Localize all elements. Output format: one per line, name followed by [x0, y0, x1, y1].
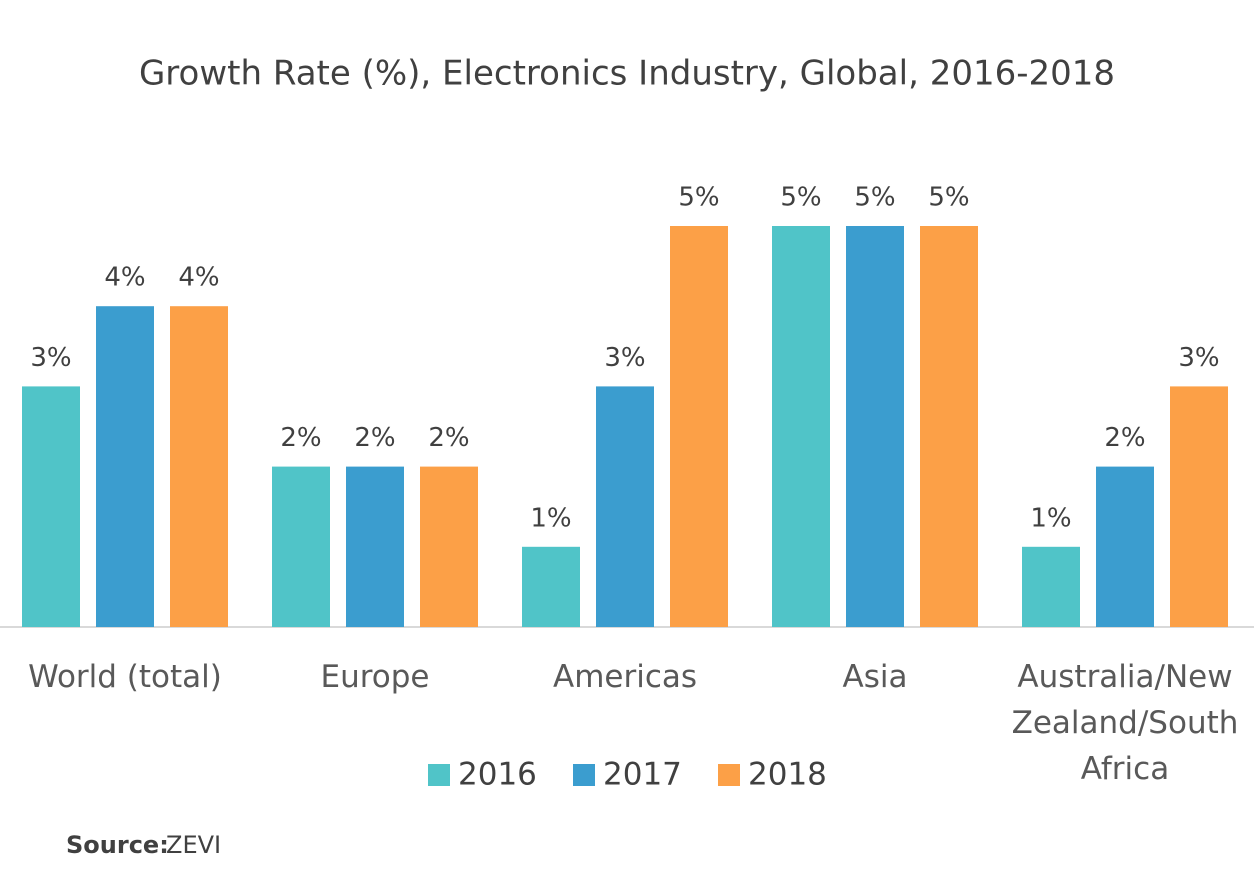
value-label: 5% — [854, 183, 895, 213]
bar — [1096, 466, 1154, 627]
bar — [846, 226, 904, 627]
bar — [670, 226, 728, 627]
value-label: 2% — [354, 423, 395, 453]
legend-swatch — [718, 764, 740, 786]
x-tick-label: Europe — [320, 659, 430, 695]
value-label: 5% — [928, 183, 969, 213]
source: ZEVI — [166, 831, 221, 859]
value-label: 4% — [178, 263, 219, 293]
x-tick-label: Australia/New Zealand/South Africa — [1011, 659, 1239, 787]
value-label: 3% — [1178, 343, 1219, 373]
bar — [772, 226, 830, 627]
x-tick-label: World (total) — [28, 659, 222, 695]
x-tick-label: Americas — [552, 659, 698, 695]
value-label: 5% — [780, 183, 821, 213]
value-label: 3% — [30, 343, 71, 373]
value-label: 1% — [530, 503, 571, 533]
bar — [22, 386, 80, 627]
legend-label: 2017 — [603, 757, 682, 793]
legend-swatch — [573, 764, 595, 786]
bar — [1022, 546, 1080, 627]
bar — [272, 466, 330, 627]
value-label: 2% — [280, 423, 321, 453]
legend-swatch — [428, 764, 450, 786]
x-tick-label: Asia — [842, 659, 908, 695]
legend-label: 2018 — [748, 757, 827, 793]
bar — [522, 546, 580, 627]
bar — [596, 386, 654, 627]
bar — [420, 466, 478, 627]
value-label: 5% — [678, 183, 719, 213]
value-label: 2% — [428, 423, 469, 453]
bar — [1170, 386, 1228, 627]
value-label: 3% — [604, 343, 645, 373]
legend-label: 2016 — [458, 757, 537, 793]
value-label: 2% — [1104, 423, 1145, 453]
bar — [170, 306, 228, 627]
source-label: Source: — [66, 831, 169, 859]
value-label: 4% — [104, 263, 145, 293]
bar — [96, 306, 154, 627]
chart-title: Growth Rate (%), Electronics Industry, G… — [139, 54, 1115, 94]
value-label: 1% — [1030, 503, 1071, 533]
bar — [920, 226, 978, 627]
bar — [346, 466, 404, 627]
